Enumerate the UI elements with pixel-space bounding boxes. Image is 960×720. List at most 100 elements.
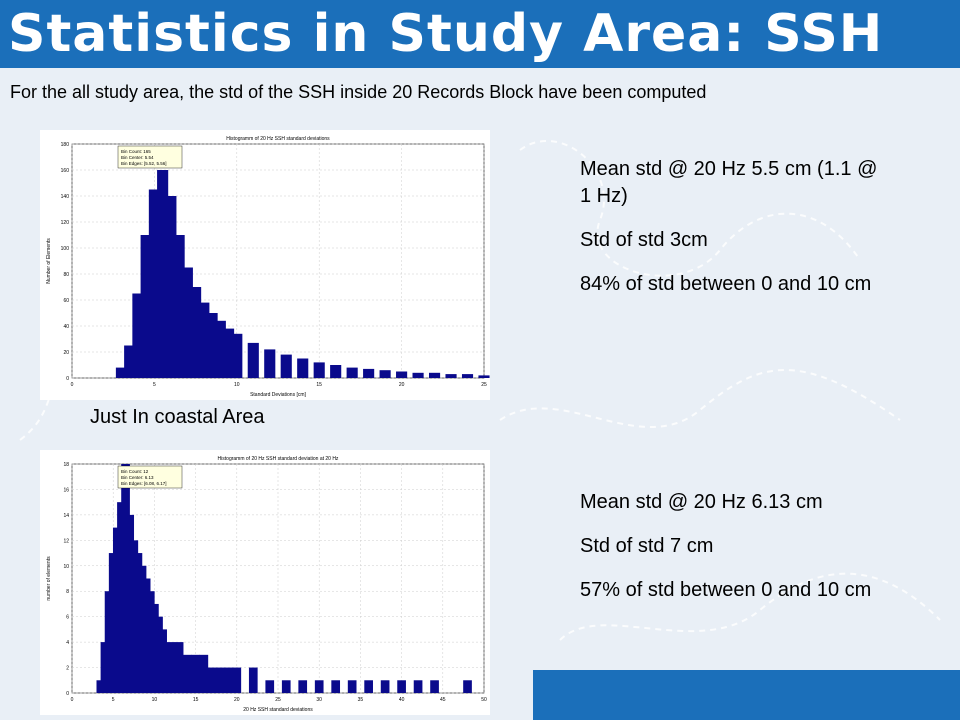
chart2-bar-26	[265, 680, 275, 693]
chart2-bar-25	[248, 667, 258, 693]
chart2-xtick-0: 0	[71, 697, 74, 703]
chart2-ytick-0: 0	[66, 691, 69, 697]
chart1-xtick-1: 5	[153, 382, 156, 388]
chart1-bar-12	[206, 313, 218, 378]
chart1-bar-5	[148, 189, 160, 378]
histogram-coastal-area: 0 5 10 15 20 25 30 35 40 45 50 0 2 4 6 8 10 12 14 16 18 Histo…	[40, 450, 490, 715]
chart2-ylabel: number of elements	[46, 556, 52, 601]
header-bar: Statistics in Study Area: SSH	[0, 0, 960, 68]
chart1-datatip-box	[117, 145, 183, 169]
chart1-datatip-line-0: Bin Count: 165	[121, 149, 151, 154]
chart1-ytick-0: 0	[66, 376, 69, 382]
chart1-bar-15	[231, 333, 243, 378]
stat-percent-range: 84% of std between 0 and 10 cm	[580, 273, 872, 295]
chart1-xlabel: Standard Deviations [cm]	[250, 392, 306, 398]
chart1-bar-4	[140, 235, 152, 378]
chart2-bar-35	[413, 680, 423, 693]
chart2-ytick-3: 6	[66, 615, 69, 621]
chart2-ytick-6: 12	[63, 538, 69, 544]
chart2-bar-21	[207, 667, 217, 693]
chart1-xtick-5: 25	[481, 382, 487, 388]
chart1-ytick-2: 40	[63, 324, 69, 330]
chart1-bar-2	[124, 345, 136, 378]
chart1-bar-16	[247, 342, 259, 378]
chart2-xtick-2: 10	[152, 697, 158, 703]
chart1-ytick-9: 180	[61, 142, 70, 148]
stats-all-area: Mean std @ 20 Hz 5.5 cm (1.1 @ 1 Hz) Std…	[580, 156, 880, 315]
chart2-xtick-5: 25	[275, 697, 281, 703]
chart2-bar-33	[380, 680, 390, 693]
chart1-xtick-4: 20	[399, 382, 405, 388]
chart1-ytick-7: 140	[61, 194, 70, 200]
chart1-bar-10	[190, 287, 202, 378]
chart2-bar-31	[347, 680, 357, 693]
chart2-bar-27	[281, 680, 291, 693]
histogram-coastal-area-svg: 0 5 10 15 20 25 30 35 40 45 50 0 2 4 6 8 10 12 14 16 18 Histo…	[46, 456, 487, 713]
chart2-bar-28	[298, 680, 308, 693]
histogram-all-area: 0 5 10 15 20 25 0 20 40 60 80 100 120 140 160 180 Histog…	[40, 130, 490, 400]
stat-std-of-std-coastal: Std of std 7 cm	[580, 535, 714, 557]
chart2-datatip-line-0: Bin Count: 12	[121, 469, 149, 474]
chart2-ytick-7: 14	[63, 513, 69, 519]
chart1-bar-17	[264, 349, 276, 378]
chart1-bar-23	[363, 368, 375, 378]
chart1-bar-22	[346, 367, 358, 378]
chart2-xlabel: 20 Hz SSH standard deviations	[243, 707, 313, 713]
chart1-ytick-1: 20	[63, 350, 69, 356]
chart2-xtick-1: 5	[112, 697, 115, 703]
chart1-bar-9	[181, 267, 193, 378]
chart2-xtick-10: 50	[481, 697, 487, 703]
chart1-ytick-3: 60	[63, 298, 69, 304]
chart2-bar-24	[232, 667, 242, 693]
chart2-xtick-9: 45	[440, 697, 446, 703]
chart1-bar-1	[115, 367, 128, 378]
chart1-bar-18	[280, 354, 292, 378]
chart2-bar-23	[224, 667, 233, 693]
histogram-all-area-svg: 0 5 10 15 20 25 0 20 40 60 80 100 120 140 160 180 Histog…	[46, 136, 490, 398]
chart1-bar-21	[330, 365, 342, 378]
chart1-datatip-line-1: Bin Center: 5.54	[121, 155, 154, 160]
chart1-bar-20	[313, 362, 325, 378]
chart2-xtick-8: 40	[399, 697, 405, 703]
chart1-bar-25	[396, 371, 408, 378]
chart2-bar-30	[331, 680, 341, 693]
chart1-ytick-5: 100	[61, 246, 70, 252]
chart2-bar-18	[183, 654, 192, 693]
chart2-ytick-8: 16	[63, 487, 69, 493]
chart2-datatip-line-1: Bin Center: 6.13	[121, 475, 154, 480]
chart2-bar-20	[199, 654, 209, 693]
chart1-xtick-0: 0	[71, 382, 74, 388]
chart1-bar-13	[214, 320, 226, 378]
chart1-bar-29	[461, 374, 474, 378]
chart2-datatip-box	[117, 465, 183, 489]
chart2-ytick-2: 4	[66, 640, 69, 646]
chart1-bar-27	[428, 372, 441, 378]
chart1-bar-19	[297, 358, 309, 378]
chart2-xtick-4: 20	[234, 697, 240, 703]
chart2-datatip-line-2: Bin Edges: [6.08, 6.17]	[121, 481, 167, 486]
chart2-xtick-3: 15	[193, 697, 199, 703]
chart1-ytick-6: 120	[61, 220, 70, 226]
chart2-ytick-4: 8	[66, 589, 69, 595]
chart2-ytick-9: 18	[63, 462, 69, 468]
chart2-bar-36	[430, 680, 439, 693]
chart2-bar-32	[364, 680, 373, 693]
chart2-bar-19	[191, 654, 200, 693]
chart2-bar-15	[158, 629, 167, 693]
chart1-bar-24	[379, 370, 391, 378]
slide-title: Statistics in Study Area: SSH	[8, 4, 884, 64]
chart1-bar-11	[198, 302, 210, 378]
chart1-xtick-3: 15	[316, 382, 322, 388]
chart1-bar-30	[478, 375, 490, 378]
chart2-bar-16	[166, 642, 176, 693]
chart2-xtick-6: 30	[316, 697, 322, 703]
slide-subtitle: For the all study area, the std of the S…	[10, 82, 707, 102]
stat-std-of-std: Std of std 3cm	[580, 229, 708, 251]
stats-coastal-area: Mean std @ 20 Hz 6.13 cm Std of std 7 cm…	[580, 489, 880, 621]
chart1-ytick-8: 160	[61, 168, 70, 174]
chart1-bar-8	[173, 235, 185, 378]
chart1-bar-28	[445, 374, 457, 378]
stat-mean-std: Mean std @ 20 Hz 5.5 cm (1.1 @ 1 Hz)	[580, 158, 878, 207]
chart2-bar-34	[397, 680, 406, 693]
